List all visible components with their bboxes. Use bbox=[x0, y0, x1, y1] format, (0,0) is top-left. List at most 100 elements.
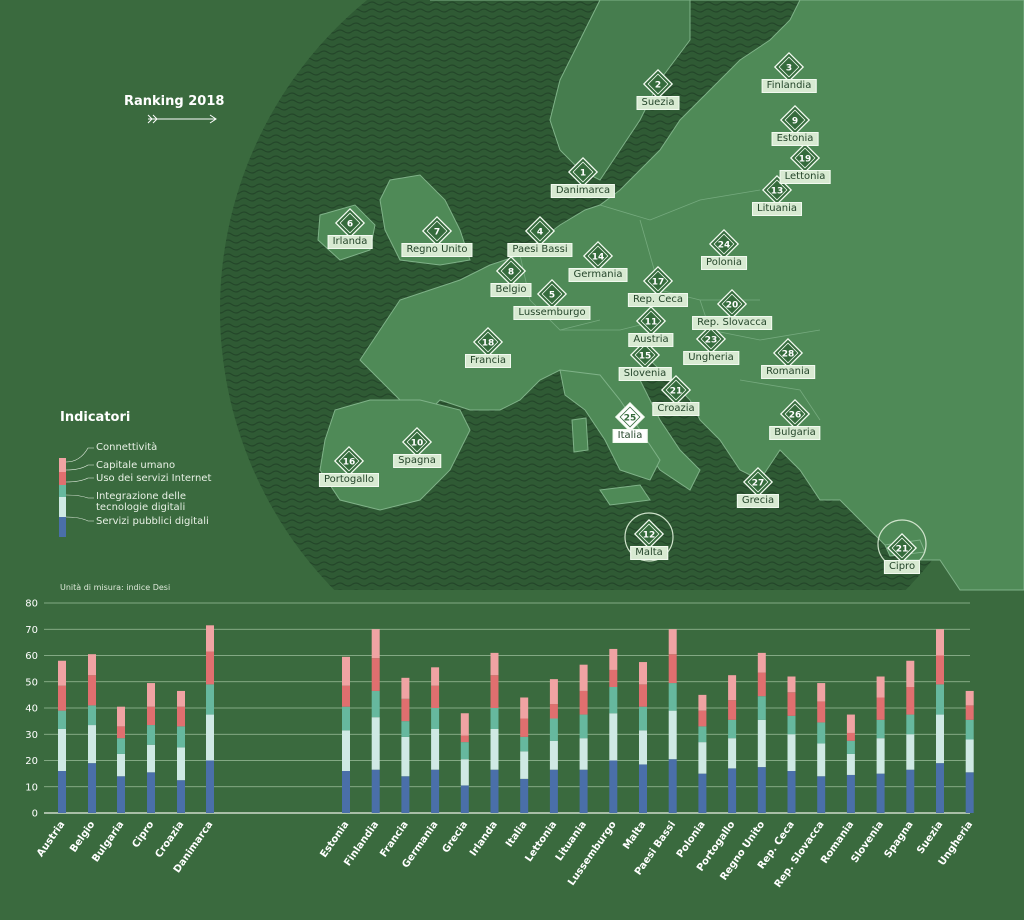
country-label-slovenia: Slovenia bbox=[618, 367, 672, 381]
bar-segment bbox=[342, 685, 350, 707]
bar-segment bbox=[698, 694, 707, 711]
rank-marker-germania: 14 bbox=[582, 240, 614, 272]
bar-segment bbox=[906, 714, 915, 735]
bar-segment bbox=[817, 776, 826, 813]
y-tick-label: 80 bbox=[25, 599, 38, 610]
bar-segment bbox=[728, 700, 737, 720]
rank-marker-ungheria: 23 bbox=[695, 323, 727, 355]
bar-segment bbox=[668, 759, 677, 813]
country-label-paesi-bassi: Paesi Bassi bbox=[507, 243, 573, 257]
rank-number-danimarca: 1 bbox=[580, 169, 586, 179]
bar-segment bbox=[817, 701, 826, 723]
country-label-estonia: Estonia bbox=[771, 132, 819, 146]
rank-marker-cipro: 21 bbox=[886, 532, 918, 564]
rank-marker-italia: 25 bbox=[614, 401, 646, 433]
country-label-germania: Germania bbox=[568, 268, 628, 282]
bar-segment bbox=[177, 780, 185, 813]
bar-segment bbox=[117, 776, 125, 813]
bar-segment bbox=[609, 760, 618, 813]
bar-segment bbox=[431, 769, 440, 813]
country-label-belgio: Belgio bbox=[490, 283, 532, 297]
bar-segment bbox=[147, 725, 155, 745]
legend-swatch bbox=[59, 517, 66, 537]
rank-marker-croazia: 21 bbox=[660, 374, 692, 406]
bar-segment bbox=[342, 730, 350, 771]
bar-segment bbox=[817, 743, 826, 777]
bar-segment bbox=[371, 769, 380, 813]
legend-swatch bbox=[59, 472, 66, 485]
bar-segment bbox=[846, 774, 855, 813]
rank-number-malta: 12 bbox=[643, 531, 656, 541]
bar-segment bbox=[147, 772, 155, 813]
rank-marker-belgio: 8 bbox=[495, 255, 527, 287]
y-tick-label: 70 bbox=[25, 625, 38, 636]
bar-segment bbox=[579, 690, 588, 715]
bar-segment bbox=[549, 704, 558, 719]
bar-segment bbox=[520, 718, 529, 737]
bar-segment bbox=[846, 732, 855, 741]
y-tick-label: 40 bbox=[25, 704, 38, 715]
rank-marker-rep-ceca: 17 bbox=[642, 265, 674, 297]
rank-number-cipro: 21 bbox=[896, 545, 909, 555]
bar-segment bbox=[88, 725, 96, 764]
x-tick-label: Irlanda bbox=[468, 819, 500, 858]
x-tick-label: Grecia bbox=[441, 819, 471, 855]
bar-segment bbox=[520, 751, 529, 779]
arrow-icon bbox=[147, 114, 217, 124]
rank-number-paesi-bassi: 4 bbox=[537, 228, 543, 238]
bar-segment bbox=[490, 675, 499, 708]
bar-segment bbox=[936, 714, 944, 764]
bar-segment bbox=[117, 753, 125, 777]
legend-label: Servizi pubblici digitali bbox=[96, 516, 209, 527]
y-tick-label: 30 bbox=[25, 730, 38, 741]
rank-number-estonia: 9 bbox=[792, 117, 798, 127]
bar-segment bbox=[206, 760, 214, 813]
rank-number-bulgaria: 26 bbox=[789, 411, 802, 421]
ranking-title: Ranking 2018 bbox=[124, 94, 225, 109]
rank-marker-portogallo: 16 bbox=[333, 445, 365, 477]
rank-number-lussemburgo: 5 bbox=[549, 291, 555, 301]
country-label-portogallo: Portogallo bbox=[318, 473, 380, 487]
bar-segment bbox=[206, 651, 214, 685]
bar-segment bbox=[490, 708, 499, 729]
x-tick-label: Francia bbox=[378, 819, 411, 859]
x-tick-label: Suezia bbox=[915, 819, 945, 856]
rank-marker-regno-unito: 7 bbox=[421, 215, 453, 247]
bar-segment bbox=[876, 697, 885, 720]
rank-number-regno-unito: 7 bbox=[434, 228, 440, 238]
bar-segment bbox=[342, 771, 350, 813]
country-label-austria: Austria bbox=[628, 333, 674, 347]
bar-segment bbox=[88, 763, 96, 813]
bar-segment bbox=[668, 629, 677, 655]
rank-marker-austria: 11 bbox=[635, 305, 667, 337]
bar-segment bbox=[728, 768, 737, 813]
bar-segment bbox=[147, 683, 155, 707]
x-tick-label: Cipro bbox=[130, 819, 156, 850]
bar-segment bbox=[58, 771, 66, 813]
bar-segment bbox=[58, 729, 66, 771]
bar-segment bbox=[460, 713, 469, 736]
country-label-cipro: Cipro bbox=[883, 560, 921, 574]
rank-marker-spagna: 10 bbox=[401, 426, 433, 458]
bar-segment bbox=[579, 738, 588, 770]
bar-segment bbox=[639, 730, 647, 765]
bar-segment bbox=[876, 738, 885, 774]
country-label-bulgaria: Bulgaria bbox=[769, 426, 821, 440]
legend-swatch bbox=[59, 458, 66, 472]
rank-number-ungheria: 23 bbox=[705, 336, 718, 346]
country-label-grecia: Grecia bbox=[736, 494, 780, 508]
rank-number-suezia: 2 bbox=[655, 81, 661, 91]
x-tick-label: Spagna bbox=[883, 819, 916, 860]
rank-number-rep-slovacca: 20 bbox=[726, 301, 739, 311]
bar-segment bbox=[177, 706, 185, 727]
rank-number-francia: 18 bbox=[482, 339, 495, 349]
bar-segment bbox=[549, 740, 558, 770]
rank-marker-grecia: 27 bbox=[742, 466, 774, 498]
bar-segment bbox=[371, 717, 380, 770]
bar-segment bbox=[936, 655, 944, 685]
bar-segment bbox=[728, 675, 737, 701]
country-label-italia: Italia bbox=[612, 429, 648, 443]
country-label-rep-slovacca: Rep. Slovacca bbox=[692, 316, 772, 330]
country-label-irlanda: Irlanda bbox=[327, 235, 373, 249]
bar-segment bbox=[965, 739, 974, 773]
